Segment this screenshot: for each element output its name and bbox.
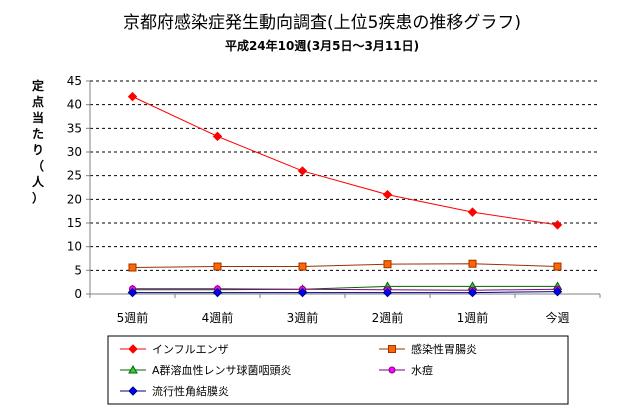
data-point <box>382 287 393 298</box>
chart-title: 京都府感染症発生動向調査(上位5疾患の推移グラフ) <box>123 13 521 33</box>
legend-marker <box>388 345 396 353</box>
data-point <box>127 91 138 102</box>
data-point <box>297 287 308 298</box>
data-point <box>212 287 223 298</box>
legend-item: インフルエンザ <box>120 343 229 356</box>
x-tick-label: 4週前 <box>202 310 234 325</box>
gridlines <box>90 80 600 271</box>
series-line <box>132 285 558 291</box>
legend-marker <box>128 344 138 354</box>
y-tick-label: 40 <box>67 98 82 112</box>
y-tick-label: 15 <box>67 216 82 230</box>
y-tick-labels: 0 5 10 15 20 25 30 35 40 45 <box>67 74 82 301</box>
x-tick-label: 5週前 <box>117 310 149 325</box>
legend-item: 流行性角結膜炎 <box>120 384 229 398</box>
x-tick-label: 2週前 <box>372 310 404 325</box>
y-tick-label: 20 <box>67 192 82 206</box>
y-axis-label-char: 定 <box>32 78 44 93</box>
data-point <box>468 259 477 268</box>
data-point <box>467 207 478 217</box>
legend-marker <box>128 364 138 374</box>
legend-marker <box>388 366 396 374</box>
series-line <box>132 263 558 268</box>
data-point <box>298 262 307 271</box>
data-point <box>127 287 138 298</box>
y-axis-label-char: 当 <box>32 110 44 125</box>
data-point <box>467 287 478 298</box>
y-tick-label: 45 <box>67 74 82 88</box>
legend-label: 水痘 <box>411 363 433 377</box>
series-line <box>132 291 558 294</box>
y-tick-label: 30 <box>67 145 82 159</box>
y-axis-label-char: （ <box>32 158 44 173</box>
axes <box>86 80 601 298</box>
legend-item: 感染性胃腸炎 <box>379 342 477 356</box>
y-tick-label: 10 <box>67 240 82 254</box>
data-point <box>552 286 563 297</box>
data-point <box>212 131 223 142</box>
y-tick-label: 35 <box>67 121 82 135</box>
data-point <box>297 166 308 176</box>
series-line <box>132 288 558 291</box>
y-axis-label-char: 人 <box>32 174 45 189</box>
y-axis-label-char: 点 <box>32 94 44 109</box>
data-point <box>553 262 562 271</box>
series <box>127 91 563 298</box>
chart-subtitle: 平成24年10週(3月5日～3月11日) <box>225 38 419 53</box>
legend-item: A群溶血性レンサ球菌咽頭炎 <box>120 363 292 377</box>
y-tick-label: 5 <box>74 263 82 277</box>
y-tick-label: 0 <box>74 287 82 301</box>
y-axis-label-char: た <box>32 127 44 141</box>
x-tick-label: 今週 <box>545 310 569 325</box>
y-axis-label-char: ） <box>32 190 44 205</box>
series-4 <box>127 286 563 298</box>
series-1 <box>128 259 562 272</box>
data-point <box>213 262 222 271</box>
series-2 <box>127 281 563 294</box>
data-point <box>382 189 393 200</box>
data-point <box>128 263 137 272</box>
data-point <box>552 220 563 230</box>
legend-label: インフルエンザ <box>152 343 229 356</box>
x-tick-labels: 5週前 4週前 3週前 2週前 1週前 今週 <box>117 310 570 325</box>
legend-box <box>107 335 569 405</box>
y-axis-label-char: り <box>32 143 44 157</box>
legend-label: 感染性胃腸炎 <box>411 342 477 356</box>
data-point <box>383 260 392 269</box>
legend-item: 水痘 <box>379 363 433 377</box>
x-tick-label: 3週前 <box>287 310 319 325</box>
legend-label: 流行性角結膜炎 <box>152 384 229 398</box>
x-tick-label: 1週前 <box>457 310 489 325</box>
series-0 <box>127 91 563 230</box>
series-line <box>132 96 558 226</box>
y-tick-label: 25 <box>67 169 82 183</box>
legend-marker <box>128 386 138 396</box>
legend-label: A群溶血性レンサ球菌咽頭炎 <box>152 363 292 377</box>
